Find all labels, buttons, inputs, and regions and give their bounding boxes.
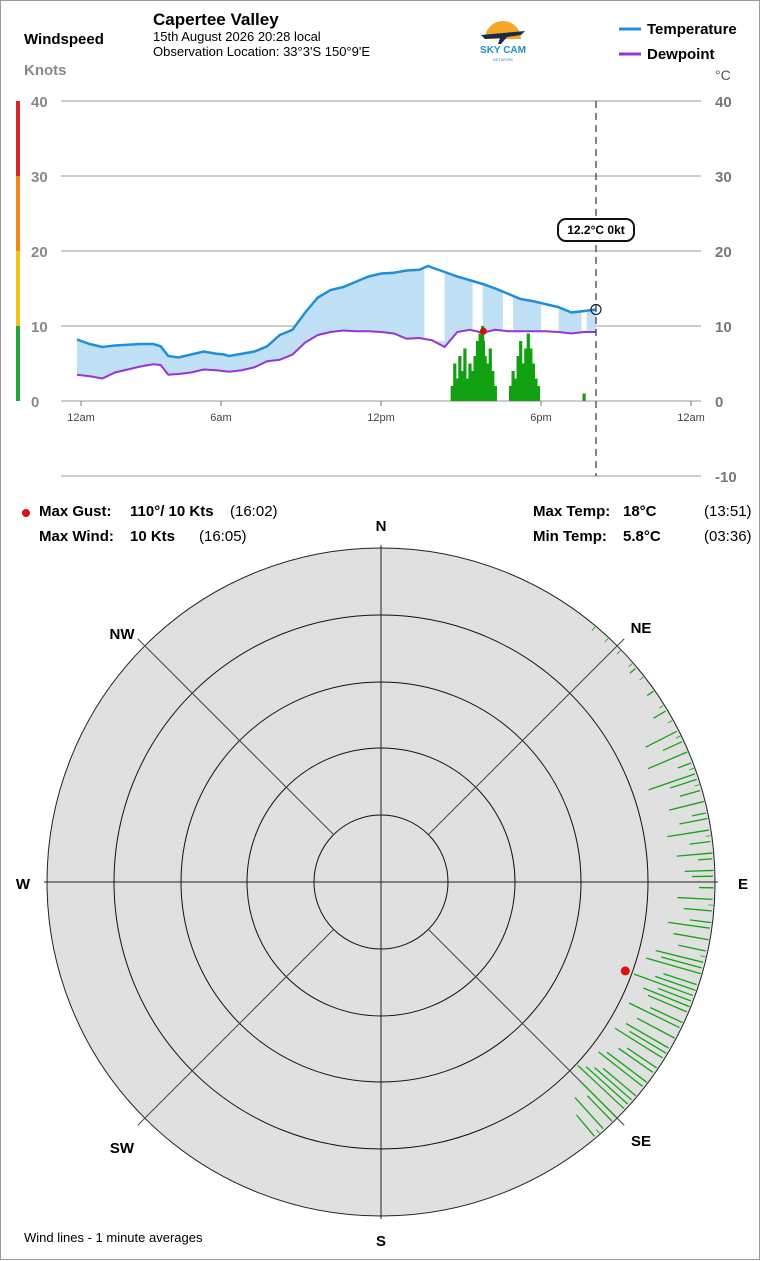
cursor-tooltip-text: 12.2°C 0kt bbox=[567, 223, 625, 237]
celsius-tick-label: 10 bbox=[715, 319, 732, 336]
windspeed-scale-band-3 bbox=[16, 101, 20, 176]
compass-label-n: N bbox=[376, 518, 387, 535]
x-tick-label: 12pm bbox=[367, 412, 395, 424]
data-gap bbox=[424, 262, 444, 341]
windspeed-bar bbox=[582, 394, 585, 402]
celsius-tick-label: 0 bbox=[715, 394, 723, 411]
compass-label-e: E bbox=[738, 876, 748, 893]
knots-tick-label: 30 bbox=[31, 169, 48, 186]
compass-label-s: S bbox=[376, 1233, 386, 1250]
compass-label-nw: NW bbox=[110, 626, 136, 643]
windspeed-scale-band-2 bbox=[16, 176, 20, 251]
x-tick-label: 12am bbox=[677, 412, 705, 424]
data-gap bbox=[503, 262, 513, 341]
max-gust-point bbox=[480, 328, 487, 335]
knots-tick-label: 0 bbox=[31, 394, 39, 411]
windspeed-scale-band-1 bbox=[16, 251, 20, 326]
celsius-tick-label: 30 bbox=[715, 169, 732, 186]
max-gust-rose-marker bbox=[621, 966, 630, 975]
x-tick-label: 6am bbox=[210, 412, 231, 424]
windspeed-bar bbox=[537, 386, 540, 401]
celsius-tick-label: 20 bbox=[715, 244, 732, 261]
data-gap bbox=[541, 262, 559, 341]
compass-label-w: W bbox=[16, 876, 31, 893]
compass-label-se: SE bbox=[631, 1133, 651, 1150]
windspeed-bar bbox=[494, 386, 497, 401]
x-tick-label: 6pm bbox=[530, 412, 551, 424]
compass-label-sw: SW bbox=[110, 1140, 135, 1157]
x-tick-label: 12am bbox=[67, 412, 95, 424]
compass-label-ne: NE bbox=[631, 620, 652, 637]
knots-tick-label: 40 bbox=[31, 94, 48, 111]
data-gap bbox=[582, 262, 587, 341]
celsius-tick-label: 40 bbox=[715, 94, 732, 111]
windspeed-scale-band-0 bbox=[16, 326, 20, 401]
celsius-tick-label: -10 bbox=[715, 469, 737, 486]
knots-tick-label: 10 bbox=[31, 319, 48, 336]
knots-tick-label: 20 bbox=[31, 244, 48, 261]
